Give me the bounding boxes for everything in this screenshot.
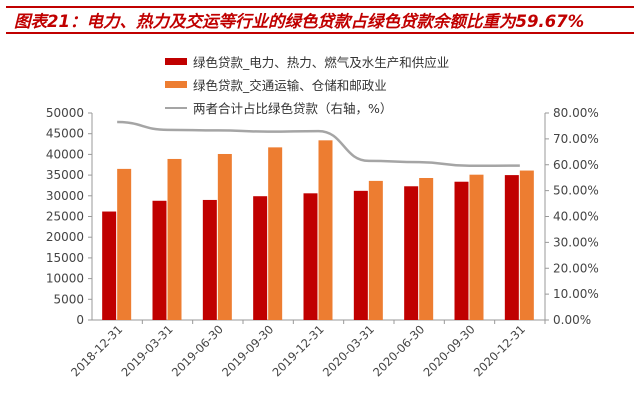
y2-tick-label: 40.00%	[553, 210, 599, 224]
bar-power	[102, 211, 117, 320]
y-tick-label: 30000	[46, 189, 84, 203]
bar-transport	[117, 168, 132, 320]
bar-power	[202, 199, 217, 320]
x-tick-label: 2019-06-30	[169, 322, 226, 379]
y-tick-label: 45000	[46, 127, 84, 141]
y-tick-label: 20000	[46, 230, 84, 244]
legend-item-transport: 绿色贷款_交通运输、仓储和邮政业	[165, 73, 449, 96]
x-tick-label: 2020-12-31	[471, 322, 528, 379]
x-tick-label: 2018-12-31	[68, 322, 125, 379]
bar-transport	[368, 180, 383, 320]
bar-power	[404, 186, 419, 320]
bar-power	[454, 181, 469, 320]
bar-transport	[318, 140, 333, 320]
legend-label: 绿色贷款_交通运输、仓储和邮政业	[193, 78, 387, 93]
x-tick-label: 2019-12-31	[269, 322, 326, 379]
y-tick-label: 0	[76, 313, 84, 327]
legend-label: 绿色贷款_电力、热力、燃气及水生产和供应业	[193, 55, 450, 70]
chart-title: 图表21：电力、热力及交运等行业的绿色贷款占绿色贷款余额比重为59.67%	[6, 6, 634, 34]
legend-swatch	[165, 58, 187, 65]
bar-power	[504, 175, 519, 320]
bar-power	[303, 193, 318, 320]
y-tick-label: 35000	[46, 168, 84, 182]
legend-item-share: 两者合计占比绿色贷款（右轴，%）	[165, 96, 449, 119]
legend-item-power: 绿色贷款_电力、热力、燃气及水生产和供应业	[165, 50, 449, 73]
legend-swatch	[165, 81, 187, 88]
x-tick-label: 2020-09-30	[420, 322, 477, 379]
y-tick-label: 10000	[46, 272, 84, 286]
y-tick-label: 40000	[46, 147, 84, 161]
legend-swatch	[165, 106, 187, 109]
bar-power	[253, 196, 268, 320]
y2-tick-label: 70.00%	[553, 132, 599, 146]
y-tick-label: 5000	[53, 292, 84, 306]
bar-transport	[268, 147, 283, 320]
y2-tick-label: 60.00%	[553, 158, 599, 172]
bar-power	[353, 190, 368, 320]
bar-transport	[167, 158, 182, 320]
legend: 绿色贷款_电力、热力、燃气及水生产和供应业 绿色贷款_交通运输、仓储和邮政业 两…	[165, 50, 449, 119]
bar-power	[152, 200, 167, 320]
y-tick-label: 50000	[46, 106, 84, 120]
y2-tick-label: 80.00%	[553, 106, 599, 120]
y-tick-label: 25000	[46, 210, 84, 224]
x-tick-label: 2020-06-30	[370, 322, 427, 379]
bar-transport	[469, 174, 484, 320]
y2-tick-label: 30.00%	[553, 235, 599, 249]
x-tick-label: 2019-03-31	[118, 322, 175, 379]
y2-tick-label: 10.00%	[553, 287, 599, 301]
bar-transport	[419, 177, 434, 320]
bar-transport	[519, 170, 534, 320]
y2-tick-label: 50.00%	[553, 184, 599, 198]
legend-label: 两者合计占比绿色贷款（右轴，%）	[193, 101, 393, 116]
x-tick-label: 2019-09-30	[219, 322, 276, 379]
y-tick-label: 15000	[46, 251, 84, 265]
y2-tick-label: 0.00%	[553, 313, 591, 327]
bar-transport	[217, 153, 232, 320]
y2-tick-label: 20.00%	[553, 261, 599, 275]
x-tick-label: 2020-03-31	[320, 322, 377, 379]
